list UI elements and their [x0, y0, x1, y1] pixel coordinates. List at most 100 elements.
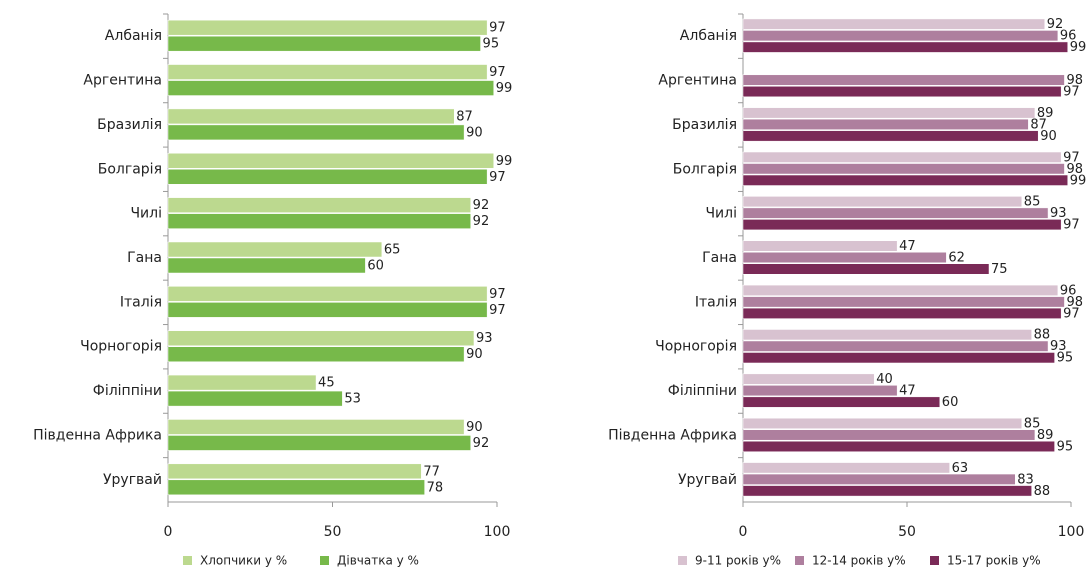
value-label: 90	[466, 420, 483, 435]
bar	[742, 174, 1068, 186]
bar	[167, 346, 465, 362]
bar	[167, 197, 471, 213]
category-label: Гана	[127, 250, 162, 266]
x-tick-label: 50	[898, 524, 916, 540]
value-label: 92	[473, 214, 490, 229]
bar	[167, 463, 422, 480]
legend-label: 15-17 років у%	[947, 554, 1041, 568]
value-label: 53	[344, 392, 361, 407]
bar	[167, 330, 475, 346]
value-label: 99	[1070, 173, 1087, 188]
value-label: 89	[1037, 428, 1054, 443]
value-label: 95	[483, 37, 500, 52]
value-label: 45	[318, 376, 335, 391]
bar	[167, 124, 465, 141]
bar	[742, 340, 1049, 352]
bar	[167, 64, 488, 80]
value-label: 98	[1066, 73, 1083, 88]
value-label: 99	[496, 81, 513, 96]
legend-swatch	[795, 556, 804, 565]
category-label: Уругвай	[103, 472, 162, 488]
category-label: Уругвай	[678, 472, 737, 488]
legend-label: 12-14 років у%	[812, 554, 906, 568]
bar	[167, 241, 383, 258]
legend-label: Дівчатка у %	[337, 554, 419, 568]
value-label: 96	[1060, 29, 1077, 44]
bar	[742, 118, 1029, 130]
bar	[742, 18, 1046, 30]
bar	[742, 86, 1062, 98]
value-label: 99	[1070, 40, 1087, 55]
bar	[167, 153, 494, 169]
value-label: 83	[1017, 472, 1034, 487]
bar	[742, 296, 1065, 308]
bar	[742, 151, 1062, 163]
bar	[742, 74, 1065, 86]
legend-swatch	[930, 556, 939, 565]
value-label: 98	[1066, 162, 1083, 177]
category-label: Албанія	[105, 28, 162, 44]
value-label: 47	[899, 239, 916, 254]
category-label: Філіппіни	[668, 383, 737, 399]
category-label: Південна Африка	[33, 427, 162, 443]
bar	[167, 35, 481, 52]
legend-swatch	[320, 556, 329, 565]
value-label: 90	[466, 347, 483, 362]
bar	[742, 240, 898, 252]
value-label: 40	[876, 372, 893, 387]
value-label: 97	[1063, 150, 1080, 165]
category-label: Філіппіни	[93, 383, 162, 399]
value-label: 97	[1063, 85, 1080, 100]
value-label: 75	[991, 262, 1008, 277]
value-label: 87	[456, 109, 473, 124]
value-label: 99	[496, 154, 513, 169]
value-label: 97	[489, 21, 506, 36]
value-label: 77	[423, 464, 440, 479]
legend-label: Хлопчики у %	[200, 554, 287, 568]
x-tick-label: 50	[324, 524, 342, 540]
bar	[167, 374, 317, 391]
bar	[742, 429, 1036, 441]
value-label: 97	[1063, 306, 1080, 321]
category-label: Чилі	[130, 206, 162, 222]
x-tick-label: 0	[164, 524, 173, 540]
bar	[742, 30, 1059, 42]
bar	[167, 80, 494, 96]
bar	[742, 485, 1032, 497]
value-label: 92	[473, 436, 490, 451]
value-label: 62	[948, 251, 965, 266]
bar	[167, 302, 488, 318]
bar	[742, 417, 1023, 429]
bar	[167, 419, 465, 435]
value-label: 90	[466, 125, 483, 140]
bar	[742, 219, 1062, 231]
legend-swatch	[678, 556, 687, 565]
value-label: 88	[1034, 484, 1051, 499]
value-label: 60	[367, 259, 384, 274]
bar	[167, 108, 455, 125]
category-label: Південна Африка	[608, 427, 737, 443]
value-label: 97	[489, 287, 506, 302]
value-label: 90	[1040, 129, 1057, 144]
bar	[742, 41, 1068, 53]
bar	[742, 396, 941, 408]
value-label: 85	[1024, 195, 1041, 210]
bar	[167, 479, 425, 496]
value-label: 47	[899, 384, 916, 399]
value-label: 92	[1047, 17, 1064, 32]
value-label: 60	[942, 395, 959, 410]
value-label: 95	[1057, 439, 1074, 454]
bar	[742, 440, 1055, 452]
bar	[742, 462, 950, 474]
x-tick-label: 100	[1058, 524, 1085, 540]
bar	[742, 263, 990, 275]
value-label: 78	[427, 480, 444, 495]
value-label: 88	[1034, 328, 1051, 343]
bar	[167, 435, 471, 451]
category-label: Аргентина	[658, 73, 737, 89]
bar	[742, 329, 1032, 341]
value-label: 96	[1060, 283, 1077, 298]
value-label: 97	[489, 65, 506, 80]
bar	[167, 19, 488, 36]
legend-label: 9-11 років у%	[695, 554, 781, 568]
